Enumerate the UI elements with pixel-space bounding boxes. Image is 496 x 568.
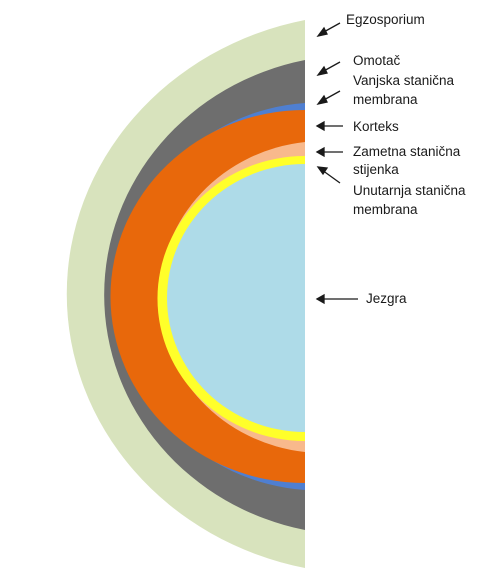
arrowhead-jezgra [315,293,325,305]
label-zametna-line2: stijenka [353,162,399,177]
label-vanjska-line2: membrana [353,92,418,107]
label-korteks: Korteks [353,119,399,134]
arrowhead-korteks [315,120,325,132]
layer-jezgra [167,164,305,432]
arrowhead-omotac [316,65,328,77]
label-egzosporium: Egzosporium [346,12,425,27]
label-zametna-line1: Zametna stanična [353,144,461,159]
arrowhead-egzosporium [316,26,328,38]
label-omotac: Omotač [353,53,401,68]
label-unutarnja-line2: membrana [353,202,418,217]
label-vanjska-line1: Vanjska stanična [353,73,455,88]
arrowhead-zametna-stijenka [315,146,325,158]
label-jezgra: Jezgra [366,291,407,306]
label-unutarnja-line1: Unutarnja stanična [353,183,466,198]
arrowhead-vanjska-membrana [316,94,328,106]
arrowhead-unutarnja-membrana [316,166,329,176]
